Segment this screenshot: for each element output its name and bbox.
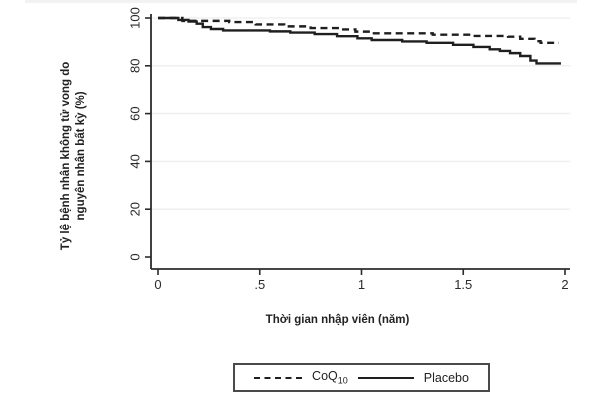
survival-chart-svg: 0 20 40 60 80 100 0 .5 1 1.5 2 — [127, 7, 570, 292]
top-edge-strip — [25, 0, 577, 3]
legend-label-coq10-base: CoQ — [312, 369, 338, 384]
x-tick-label-1: 1 — [358, 277, 365, 292]
y-tick-label-0: 0 — [127, 253, 142, 260]
legend-label-placebo: Placebo — [423, 370, 469, 385]
legend-box: CoQ10 Placebo — [233, 363, 490, 392]
y-axis-title-line1: Tỷ lệ bệnh nhân không tử vong do — [60, 61, 73, 251]
y-tick-label-80: 80 — [127, 59, 142, 73]
y-tick-label-40: 40 — [127, 154, 142, 168]
series-coq10-curve — [158, 16, 559, 45]
y-tick-label-20: 20 — [127, 202, 142, 216]
y-tick-label-100: 100 — [127, 7, 142, 29]
legend-solid-line-sample — [357, 376, 414, 379]
y-axis-title-line2: nguyên nhân bất kỳ (%) — [75, 91, 87, 221]
series-placebo-curve — [158, 16, 561, 65]
x-tick-label-0: 0 — [154, 277, 161, 292]
x-tick-label-2: 2 — [561, 277, 568, 292]
legend-dashed-line-sample — [254, 376, 303, 379]
legend-label-coq10: CoQ10 — [312, 369, 348, 386]
x-tick-label-1.5: 1.5 — [454, 277, 472, 292]
legend-label-coq10-sub: 10 — [337, 375, 348, 386]
x-tick-label-0.5: .5 — [254, 277, 265, 292]
y-tick-label-60: 60 — [127, 106, 142, 120]
y-axis-title: Tỷ lệ bệnh nhân không tử vong do nguyên … — [59, 36, 89, 276]
x-axis-title: Thời gian nhập viên (năm) — [265, 314, 410, 326]
